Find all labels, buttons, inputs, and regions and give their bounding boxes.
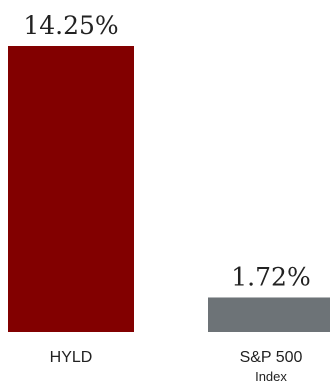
- category-sublabel-2: Index: [255, 369, 287, 384]
- category-label-2: S&P 500: [240, 349, 303, 366]
- value-label-2: 1.72%: [231, 262, 310, 291]
- value-label-1: 14.25%: [23, 11, 118, 40]
- bars-group: [8, 46, 330, 332]
- category-label-1: HYLD: [50, 349, 93, 366]
- bar-1: [8, 46, 134, 332]
- bar-2: [208, 297, 330, 332]
- labels-group: 14.25% HYLD 1.72% S&P 500 Index: [23, 11, 310, 384]
